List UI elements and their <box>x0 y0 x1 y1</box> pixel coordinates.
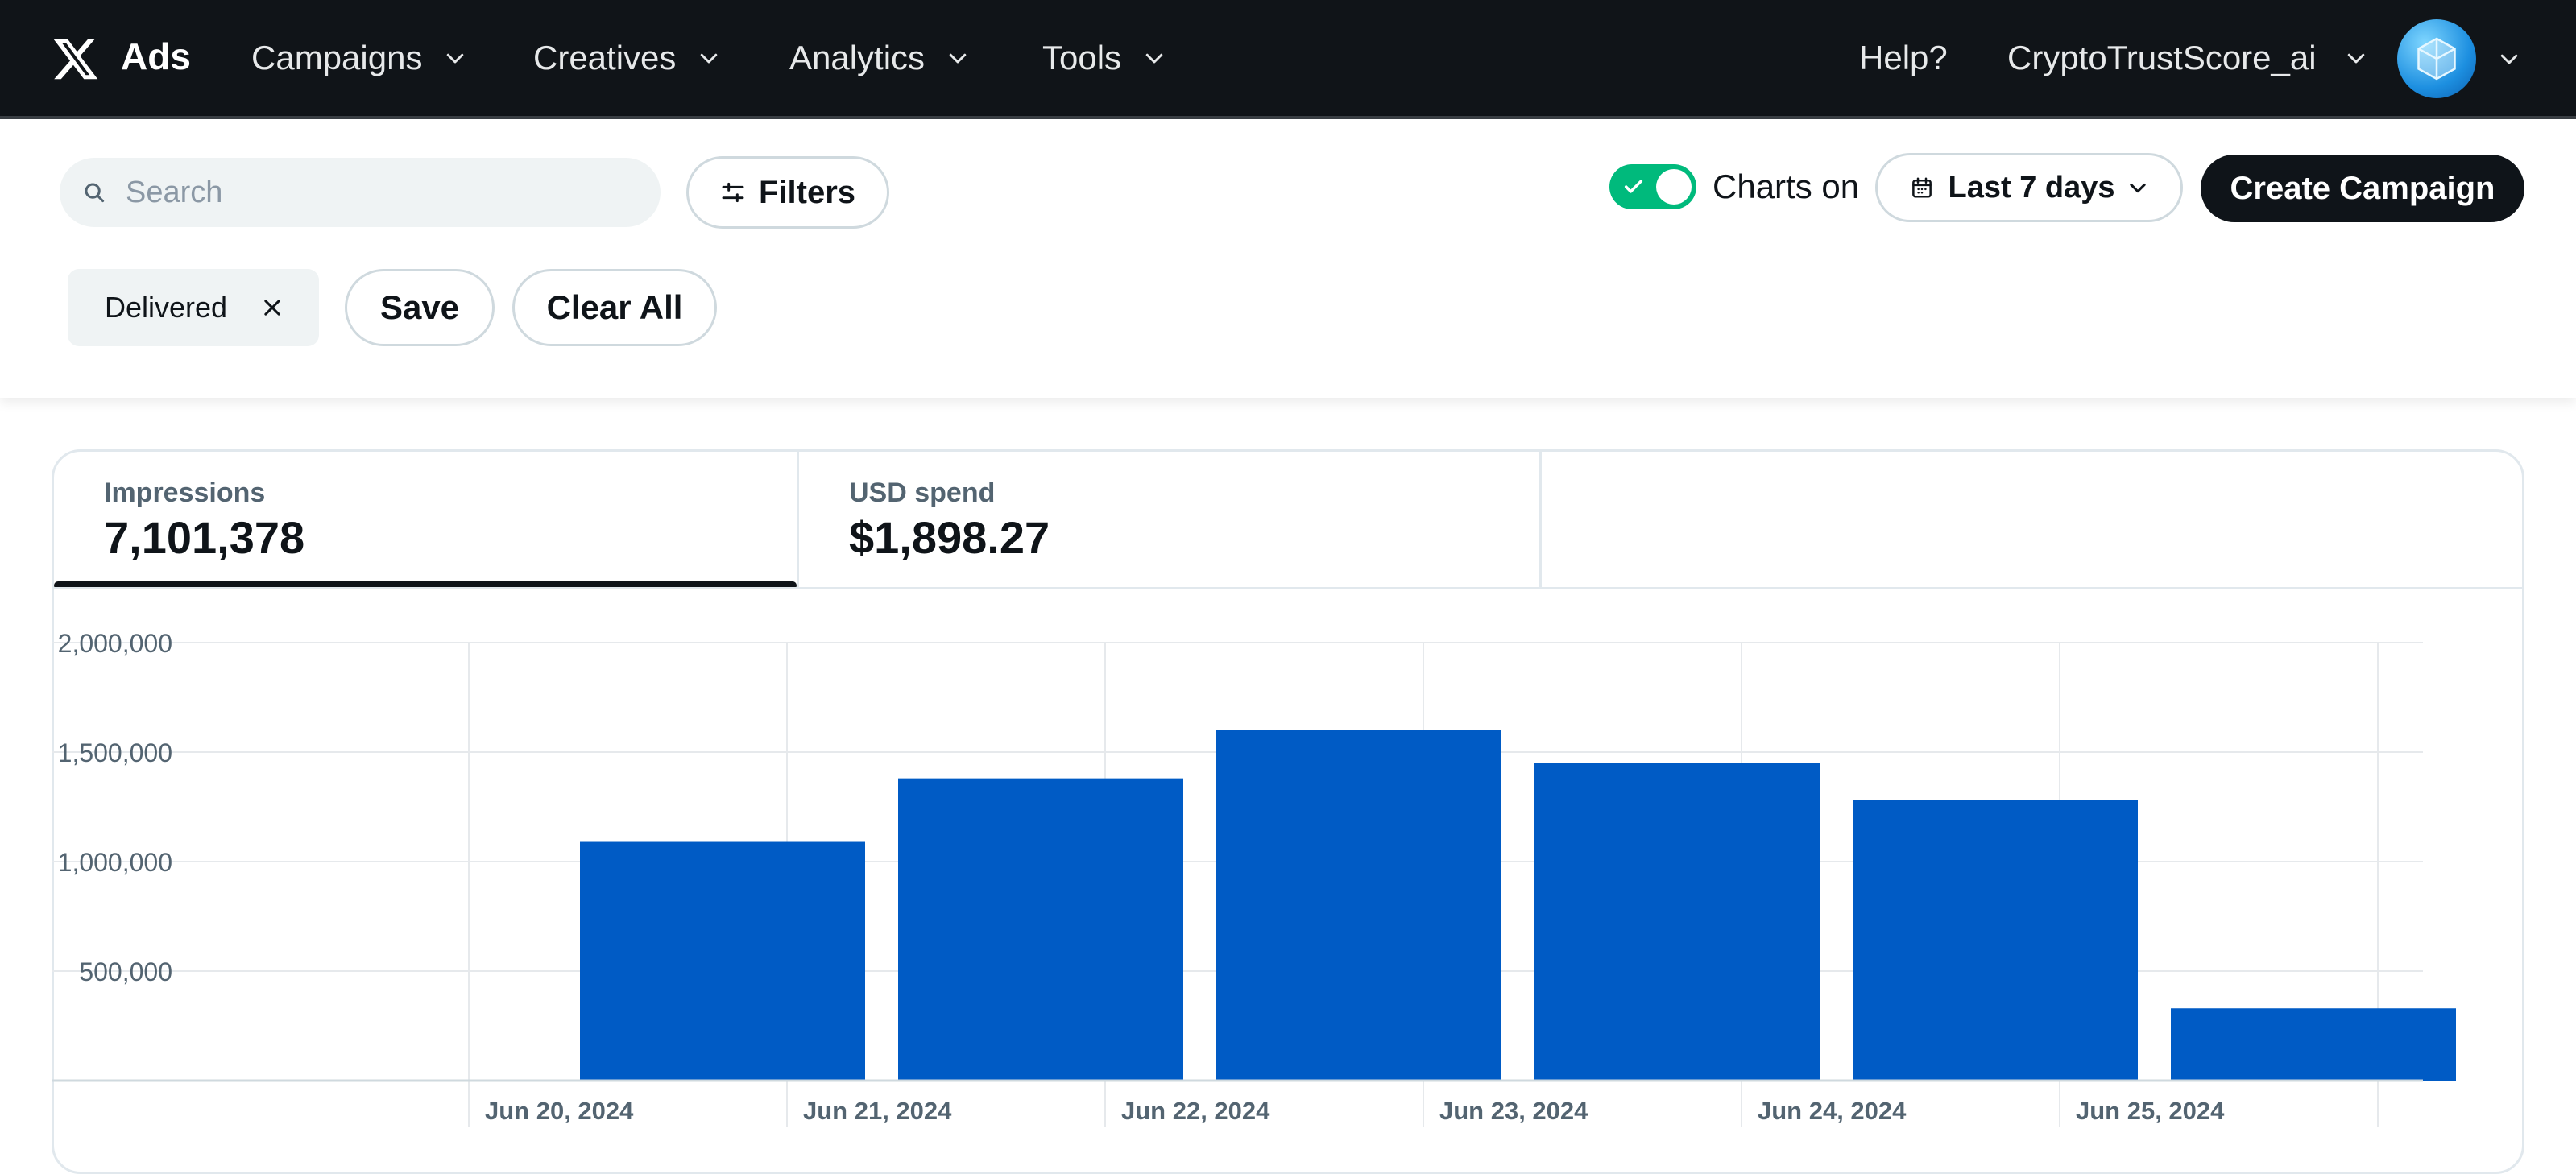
create-campaign-button[interactable]: Create Campaign <box>2201 155 2524 222</box>
y-tick-label: 2,000,000 <box>58 629 172 658</box>
bar-3 <box>1216 730 1501 1081</box>
nav-tools-label: Tools <box>1042 39 1122 76</box>
brand-title[interactable]: Ads <box>121 35 191 77</box>
bar-6 <box>2171 1008 2456 1081</box>
impressions-value: 7,101,378 <box>104 512 305 563</box>
search-box[interactable] <box>60 158 661 227</box>
chevron-down-icon[interactable] <box>2497 47 2521 71</box>
filter-chip-label: Delivered <box>105 291 228 324</box>
filter-panel: Filters Charts on Last 7 days Create Cam… <box>0 119 2576 398</box>
charts-toggle-label: Charts on <box>1713 167 1860 205</box>
x-tick-label: Jun 22, 2024 <box>1121 1097 1270 1125</box>
nav-analytics-label: Analytics <box>789 39 926 76</box>
nav-campaigns-label: Campaigns <box>251 39 423 76</box>
impressions-label: Impressions <box>104 477 266 508</box>
x-tick-label: Jun 25, 2024 <box>2076 1097 2225 1125</box>
active-tab-indicator <box>54 581 797 589</box>
x-logo-icon[interactable] <box>52 34 100 82</box>
toggle-knob <box>1656 169 1692 205</box>
x-tick-label: Jun 21, 2024 <box>803 1097 952 1125</box>
sliders-icon <box>722 182 744 203</box>
filters-label: Filters <box>758 174 856 210</box>
avatar[interactable] <box>2397 19 2476 98</box>
clear-all-button[interactable]: Clear All <box>512 269 717 346</box>
search-icon <box>85 183 105 203</box>
date-range-button[interactable]: Last 7 days <box>1875 153 2183 222</box>
x-tick-label: Jun 23, 2024 <box>1439 1097 1588 1125</box>
tabs-divider <box>54 587 2522 589</box>
usd-spend-label: USD spend <box>849 477 996 508</box>
chevron-down-icon <box>1145 53 1163 64</box>
y-tick-label: 1,500,000 <box>58 738 172 767</box>
search-input[interactable] <box>124 174 627 211</box>
y-tick-label: 1,000,000 <box>58 848 172 877</box>
chevron-down-icon <box>447 53 464 64</box>
tab-empty-slot <box>1539 452 2524 587</box>
chevron-down-icon <box>701 53 718 64</box>
nav-analytics[interactable]: Analytics <box>789 34 970 82</box>
impressions-bar-chart: 2,000,000 1,500,000 1,000,000 500,000 Jun 20… <box>52 629 2456 1127</box>
nav-creatives-label: Creatives <box>533 39 677 76</box>
date-range-label: Last 7 days <box>1948 170 2115 205</box>
save-button[interactable]: Save <box>345 269 495 346</box>
filters-button[interactable]: Filters <box>686 156 889 229</box>
tab-impressions[interactable]: Impressions 7,101,378 <box>54 452 797 589</box>
nav-tools[interactable]: Tools <box>1042 34 1166 82</box>
bar-4 <box>1534 763 1820 1081</box>
chevron-down-icon <box>949 53 967 64</box>
filter-chip-delivered[interactable]: Delivered <box>68 269 319 346</box>
x-tick-label: Jun 20, 2024 <box>485 1097 634 1125</box>
tab-usd-spend[interactable]: USD spend $1,898.27 <box>797 452 1539 587</box>
chevron-down-icon <box>2129 183 2146 193</box>
bar-2 <box>898 778 1183 1081</box>
chevron-down-icon <box>2347 53 2364 64</box>
cube-icon <box>2417 37 2456 81</box>
account-switcher[interactable]: CryptoTrustScore_ai <box>2007 34 2368 82</box>
usd-spend-value: $1,898.27 <box>849 512 1050 563</box>
x-tick-label: Jun 24, 2024 <box>1758 1097 1907 1125</box>
y-tick-label: 500,000 <box>79 957 172 986</box>
check-icon <box>1624 180 1643 193</box>
help-link[interactable]: Help? <box>1859 39 1948 76</box>
nav-creatives[interactable]: Creatives <box>533 34 721 82</box>
charts-toggle[interactable] <box>1609 164 1696 209</box>
close-icon[interactable] <box>261 296 284 319</box>
nav-campaigns[interactable]: Campaigns <box>251 34 467 82</box>
account-name: CryptoTrustScore_ai <box>2007 39 2317 76</box>
top-navigation-bar: Ads Campaigns Creatives Analytics Tools … <box>0 0 2576 119</box>
bar-1 <box>580 841 865 1081</box>
bar-5 <box>1853 800 2138 1081</box>
calendar-icon <box>1911 177 1932 198</box>
